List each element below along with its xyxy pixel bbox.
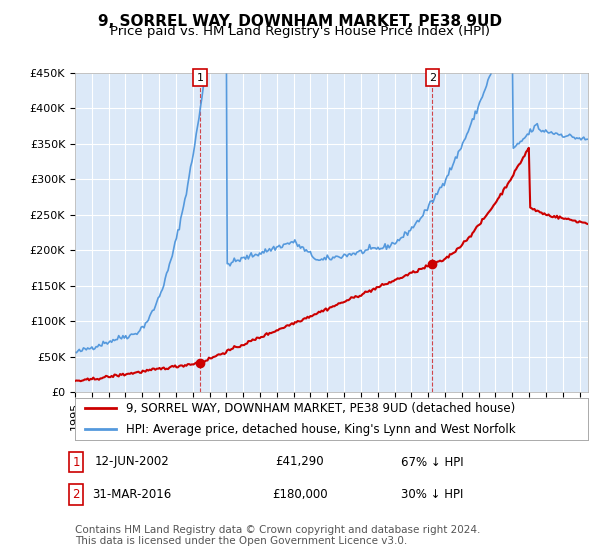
Text: Contains HM Land Registry data © Crown copyright and database right 2024.: Contains HM Land Registry data © Crown c… (75, 525, 481, 535)
Text: 2: 2 (73, 488, 80, 501)
Text: 9, SORREL WAY, DOWNHAM MARKET, PE38 9UD: 9, SORREL WAY, DOWNHAM MARKET, PE38 9UD (98, 14, 502, 29)
Text: £180,000: £180,000 (272, 488, 328, 501)
Text: This data is licensed under the Open Government Licence v3.0.: This data is licensed under the Open Gov… (75, 536, 407, 546)
Text: HPI: Average price, detached house, King's Lynn and West Norfolk: HPI: Average price, detached house, King… (127, 423, 516, 436)
Text: 67% ↓ HPI: 67% ↓ HPI (401, 455, 463, 469)
Text: 9, SORREL WAY, DOWNHAM MARKET, PE38 9UD (detached house): 9, SORREL WAY, DOWNHAM MARKET, PE38 9UD … (127, 402, 515, 414)
Text: 30% ↓ HPI: 30% ↓ HPI (401, 488, 463, 501)
Text: 1: 1 (73, 455, 80, 469)
Text: £41,290: £41,290 (275, 455, 325, 469)
Text: 1: 1 (197, 73, 203, 83)
Text: 2: 2 (429, 73, 436, 83)
Text: 31-MAR-2016: 31-MAR-2016 (92, 488, 172, 501)
Text: Price paid vs. HM Land Registry's House Price Index (HPI): Price paid vs. HM Land Registry's House … (110, 25, 490, 38)
Text: 12-JUN-2002: 12-JUN-2002 (95, 455, 169, 469)
